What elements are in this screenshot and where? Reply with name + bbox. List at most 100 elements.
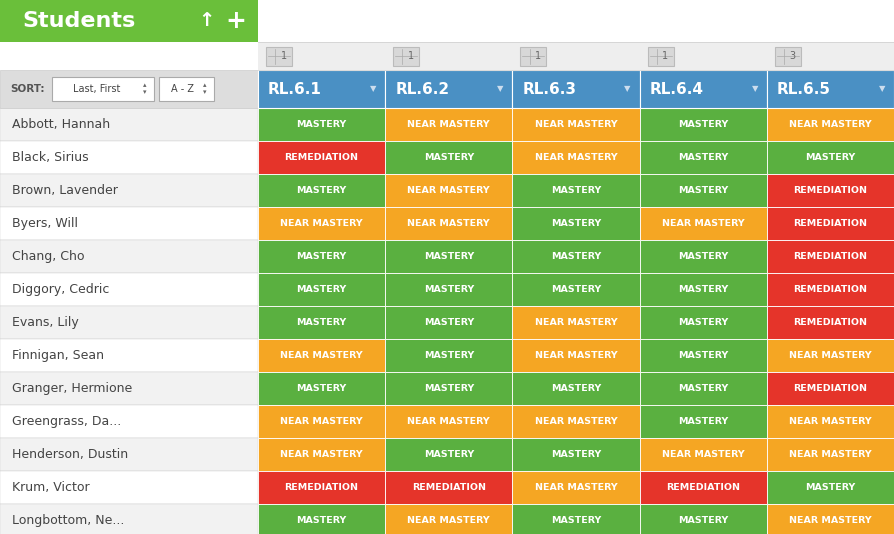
Bar (639, 141, 767, 174)
Text: MASTERY: MASTERY (678, 285, 729, 294)
Text: MASTERY: MASTERY (678, 384, 729, 393)
Text: Longbottom, Ne...: Longbottom, Ne... (12, 514, 124, 527)
Text: MASTERY: MASTERY (678, 351, 729, 360)
Bar (258, 108, 385, 141)
Bar (639, 70, 767, 108)
Bar (639, 372, 767, 405)
Text: ▼: ▼ (497, 84, 503, 93)
Bar (0, 174, 258, 207)
Bar (0, 240, 258, 273)
Text: NEAR MASTERY: NEAR MASTERY (408, 120, 490, 129)
Bar (258, 438, 385, 471)
Text: REMEDIATION: REMEDIATION (284, 153, 358, 162)
Bar (0, 0, 258, 42)
Text: NEAR MASTERY: NEAR MASTERY (789, 417, 872, 426)
Bar (159, 77, 214, 101)
Bar (512, 174, 639, 207)
Bar (385, 207, 512, 240)
Text: Krum, Victor: Krum, Victor (12, 481, 89, 494)
Bar (258, 174, 385, 207)
Bar (512, 471, 639, 504)
Text: REMEDIATION: REMEDIATION (284, 483, 358, 492)
Text: Black, Sirius: Black, Sirius (12, 151, 89, 164)
Bar (0, 405, 258, 438)
Text: NEAR MASTERY: NEAR MASTERY (662, 450, 745, 459)
Text: Diggory, Cedric: Diggory, Cedric (12, 283, 109, 296)
Bar (0, 273, 258, 306)
Text: Byers, Will: Byers, Will (12, 217, 78, 230)
Text: MASTERY: MASTERY (424, 450, 474, 459)
Text: ▼: ▼ (879, 84, 885, 93)
Bar (258, 306, 385, 339)
Bar (512, 306, 639, 339)
Text: Students: Students (22, 11, 135, 31)
Text: NEAR MASTERY: NEAR MASTERY (408, 219, 490, 228)
Text: Evans, Lily: Evans, Lily (12, 316, 79, 329)
Bar (266, 46, 292, 66)
Text: 1: 1 (535, 51, 541, 61)
Bar (767, 504, 894, 534)
Text: MASTERY: MASTERY (551, 285, 601, 294)
Bar (639, 108, 767, 141)
Text: NEAR MASTERY: NEAR MASTERY (408, 516, 490, 525)
Bar (512, 372, 639, 405)
Bar (52, 77, 154, 101)
Text: REMEDIATION: REMEDIATION (793, 186, 867, 195)
Bar (385, 438, 512, 471)
Bar (767, 70, 894, 108)
Text: NEAR MASTERY: NEAR MASTERY (789, 120, 872, 129)
Bar (0, 438, 258, 471)
Text: MASTERY: MASTERY (551, 252, 601, 261)
Bar (0, 70, 258, 108)
Text: NEAR MASTERY: NEAR MASTERY (535, 483, 618, 492)
Text: NEAR MASTERY: NEAR MASTERY (535, 417, 618, 426)
Text: 1: 1 (281, 51, 287, 61)
Text: MASTERY: MASTERY (805, 483, 856, 492)
Text: NEAR MASTERY: NEAR MASTERY (662, 219, 745, 228)
Bar (767, 471, 894, 504)
Text: ▼: ▼ (752, 84, 758, 93)
Bar (767, 207, 894, 240)
Text: 3: 3 (789, 51, 796, 61)
Bar (639, 438, 767, 471)
Text: NEAR MASTERY: NEAR MASTERY (281, 450, 363, 459)
Text: MASTERY: MASTERY (297, 516, 347, 525)
Text: MASTERY: MASTERY (297, 120, 347, 129)
Bar (258, 70, 385, 108)
Bar (0, 108, 258, 141)
Bar (258, 471, 385, 504)
Text: MASTERY: MASTERY (424, 351, 474, 360)
Text: MASTERY: MASTERY (424, 252, 474, 261)
Text: MASTERY: MASTERY (297, 384, 347, 393)
Bar (385, 471, 512, 504)
Bar (520, 46, 546, 66)
Text: REMEDIATION: REMEDIATION (793, 318, 867, 327)
Text: NEAR MASTERY: NEAR MASTERY (535, 318, 618, 327)
Text: MASTERY: MASTERY (678, 318, 729, 327)
Bar (0, 471, 258, 504)
Bar (258, 504, 385, 534)
Text: MASTERY: MASTERY (551, 516, 601, 525)
Text: MASTERY: MASTERY (678, 153, 729, 162)
Bar (385, 306, 512, 339)
Text: NEAR MASTERY: NEAR MASTERY (789, 516, 872, 525)
Text: ▴
▾: ▴ ▾ (203, 82, 207, 96)
Bar (385, 141, 512, 174)
Text: REMEDIATION: REMEDIATION (793, 252, 867, 261)
Bar (258, 273, 385, 306)
Bar (767, 372, 894, 405)
Text: NEAR MASTERY: NEAR MASTERY (535, 120, 618, 129)
Bar (512, 141, 639, 174)
Text: Finnigan, Sean: Finnigan, Sean (12, 349, 104, 362)
Text: MASTERY: MASTERY (678, 516, 729, 525)
Bar (258, 405, 385, 438)
Bar (639, 207, 767, 240)
Bar (258, 240, 385, 273)
Bar (767, 306, 894, 339)
Bar (0, 141, 258, 174)
Text: RL.6.2: RL.6.2 (395, 82, 450, 97)
Bar (512, 70, 639, 108)
Bar (767, 273, 894, 306)
Text: NEAR MASTERY: NEAR MASTERY (789, 450, 872, 459)
Text: RL.6.3: RL.6.3 (522, 82, 577, 97)
